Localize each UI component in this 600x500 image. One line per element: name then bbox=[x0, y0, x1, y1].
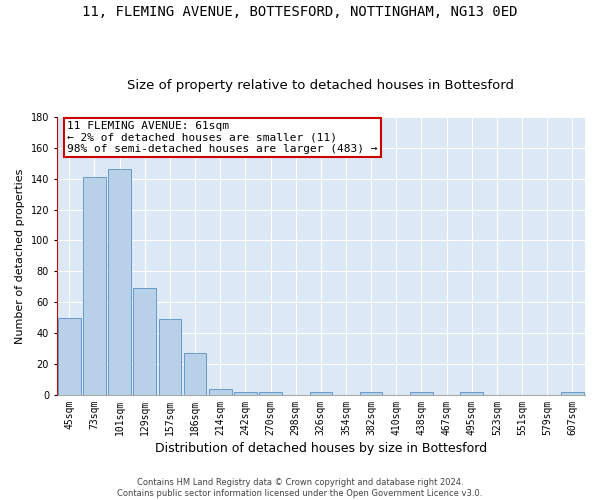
Text: 11 FLEMING AVENUE: 61sqm
← 2% of detached houses are smaller (11)
98% of semi-de: 11 FLEMING AVENUE: 61sqm ← 2% of detache… bbox=[67, 121, 378, 154]
Title: Size of property relative to detached houses in Bottesford: Size of property relative to detached ho… bbox=[127, 79, 514, 92]
Text: Contains HM Land Registry data © Crown copyright and database right 2024.
Contai: Contains HM Land Registry data © Crown c… bbox=[118, 478, 482, 498]
Bar bbox=[133, 288, 156, 395]
Bar bbox=[184, 353, 206, 395]
Bar bbox=[561, 392, 584, 395]
Text: 11, FLEMING AVENUE, BOTTESFORD, NOTTINGHAM, NG13 0ED: 11, FLEMING AVENUE, BOTTESFORD, NOTTINGH… bbox=[82, 5, 518, 19]
Bar bbox=[58, 318, 80, 395]
Bar bbox=[360, 392, 382, 395]
Bar bbox=[83, 177, 106, 395]
Bar bbox=[259, 392, 282, 395]
Bar bbox=[108, 170, 131, 395]
Bar bbox=[310, 392, 332, 395]
Bar bbox=[410, 392, 433, 395]
X-axis label: Distribution of detached houses by size in Bottesford: Distribution of detached houses by size … bbox=[155, 442, 487, 455]
Bar bbox=[158, 319, 181, 395]
Bar bbox=[460, 392, 483, 395]
Y-axis label: Number of detached properties: Number of detached properties bbox=[15, 168, 25, 344]
Bar bbox=[234, 392, 257, 395]
Bar bbox=[209, 389, 232, 395]
